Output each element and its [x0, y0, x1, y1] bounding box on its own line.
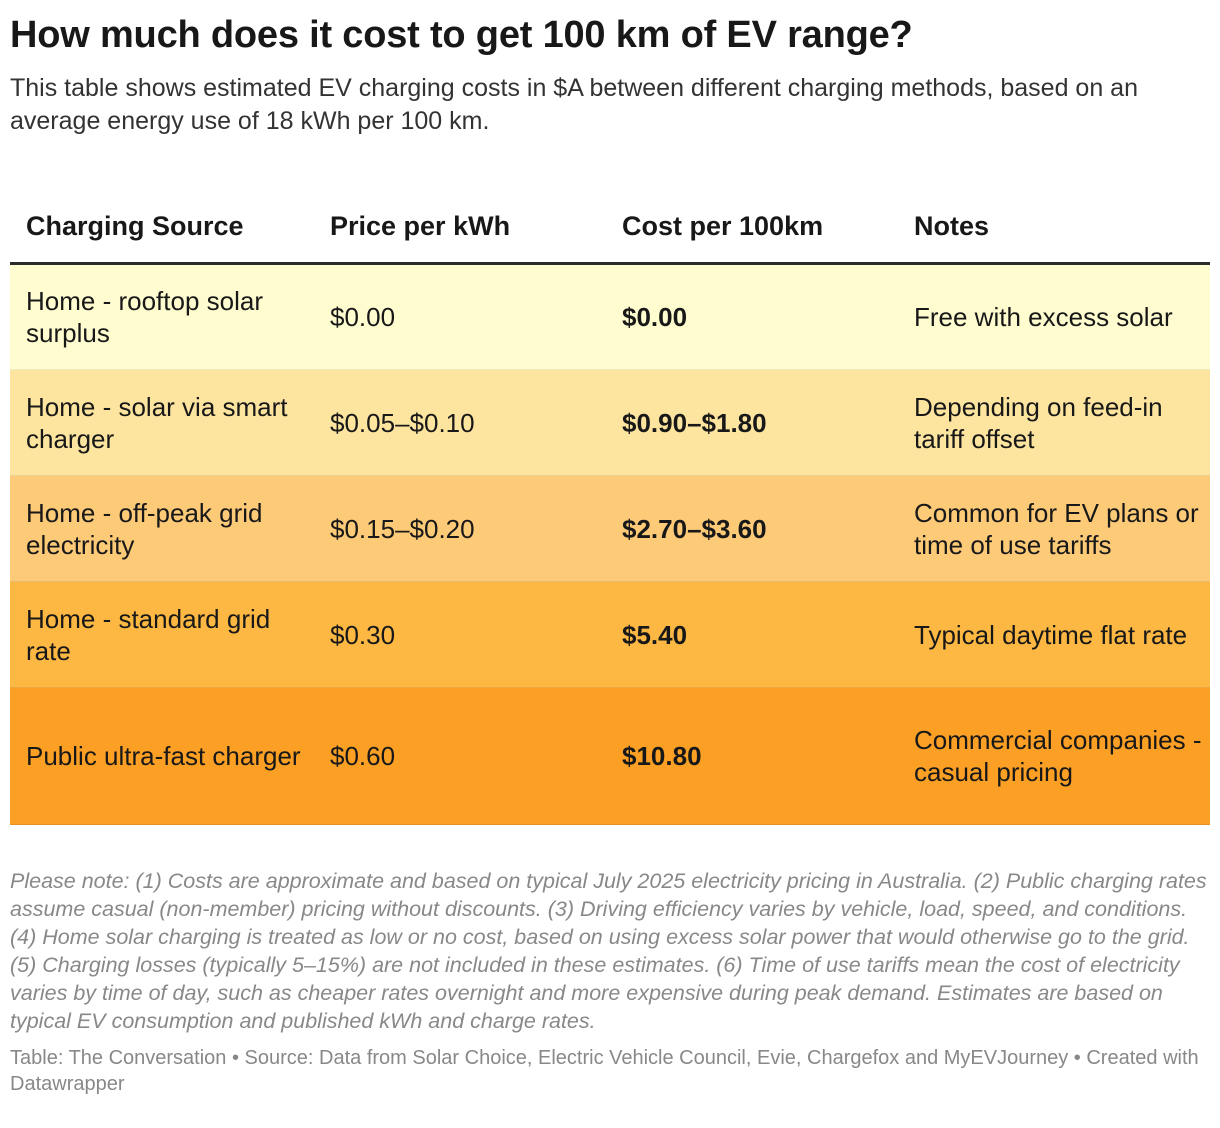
cell-source: Home - standard grid rate [10, 581, 314, 688]
cell-cost: $0.00 [606, 263, 898, 370]
cell-source: Home - rooftop solar surplus [10, 263, 314, 370]
table-row: Home - off-peak grid electricity $0.15–$… [10, 475, 1210, 582]
cell-source: Home - solar via smart charger [10, 369, 314, 476]
source-credit: Table: The Conversation • Source: Data f… [10, 1047, 1199, 1095]
cell-notes: Common for EV plans or time of use tarif… [898, 475, 1210, 582]
cost-table: Charging Source Price per kWh Cost per 1… [10, 190, 1210, 825]
header-charging-source[interactable]: Charging Source [10, 190, 314, 265]
table-header-row: Charging Source Price per kWh Cost per 1… [10, 190, 1210, 265]
cell-price: $0.00 [314, 263, 606, 370]
cell-notes: Free with excess solar [898, 263, 1210, 370]
page-title: How much does it cost to get 100 km of E… [10, 14, 913, 56]
cell-cost: $0.90–$1.80 [606, 369, 898, 476]
cell-source: Home - off-peak grid electricity [10, 475, 314, 582]
cell-cost: $10.80 [606, 687, 898, 825]
page: How much does it cost to get 100 km of E… [10, 14, 1210, 1095]
subtitle: This table shows estimated EV charging c… [10, 74, 1138, 135]
header-notes[interactable]: Notes [898, 190, 1210, 265]
table-row: Home - rooftop solar surplus $0.00 $0.00… [10, 263, 1210, 370]
cell-cost: $2.70–$3.60 [606, 475, 898, 582]
cell-cost: $5.40 [606, 581, 898, 688]
cell-source: Public ultra-fast charger [10, 687, 314, 825]
footnote: Please note: (1) Costs are approximate a… [10, 869, 1207, 1033]
table-row: Public ultra-fast charger $0.60 $10.80 C… [10, 687, 1210, 825]
cell-price: $0.15–$0.20 [314, 475, 606, 582]
cell-notes: Typical daytime flat rate [898, 581, 1210, 688]
header-price-per-kwh[interactable]: Price per kWh [314, 190, 606, 265]
header-cost-per-100km[interactable]: Cost per 100km [606, 190, 898, 265]
table-row: Home - solar via smart charger $0.05–$0.… [10, 369, 1210, 476]
cell-notes: Depending on feed-in tariff offset [898, 369, 1210, 476]
cell-price: $0.30 [314, 581, 606, 688]
table-row: Home - standard grid rate $0.30 $5.40 Ty… [10, 581, 1210, 688]
cell-notes: Commercial companies - casual pricing [898, 687, 1210, 825]
cell-price: $0.05–$0.10 [314, 369, 606, 476]
cell-price: $0.60 [314, 687, 606, 825]
